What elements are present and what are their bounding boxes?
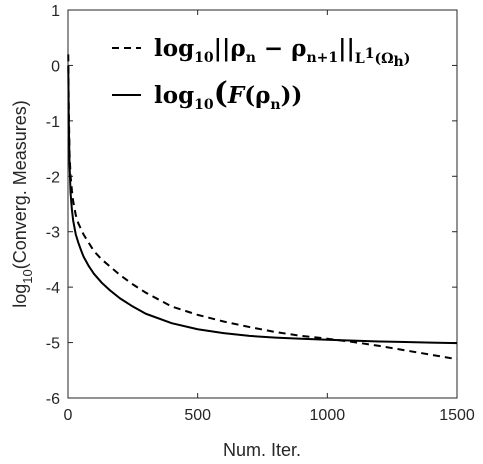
y-tick-label: 1 (51, 3, 60, 20)
series-layer (67, 54, 458, 361)
y-tick-label: -6 (46, 391, 60, 408)
y-tick-label: -1 (46, 114, 60, 131)
x-tick-label: 1000 (310, 407, 346, 424)
x-axis-title: Num. Iter. (223, 440, 301, 460)
x-tick-label: 1500 (439, 407, 475, 424)
y-tick-label: -3 (46, 225, 60, 242)
legend-label-objective: log10(F(ρn)) (154, 76, 302, 113)
y-tick-label: -4 (46, 280, 60, 297)
y-tick-label: 0 (51, 58, 60, 75)
legend-label-difference-norm: log10||ρn − ρn+1||L1(Ωh) (154, 35, 410, 70)
series-line-objective (67, 65, 458, 345)
legend: log10||ρn − ρn+1||L1(Ωh) log10(F(ρn)) (112, 35, 410, 113)
x-tick-label: 500 (184, 407, 211, 424)
y-tick-label: -5 (46, 336, 60, 353)
y-tick-label: -2 (46, 169, 60, 186)
y-axis-title: log10(Converg. Measures) (10, 100, 35, 308)
x-tick-label: 0 (64, 407, 73, 424)
plot-frame (67, 9, 458, 399)
axis-ticks: 0 500 1000 1500 -6 -5 -4 -3 -2 -1 0 1 (46, 3, 475, 424)
